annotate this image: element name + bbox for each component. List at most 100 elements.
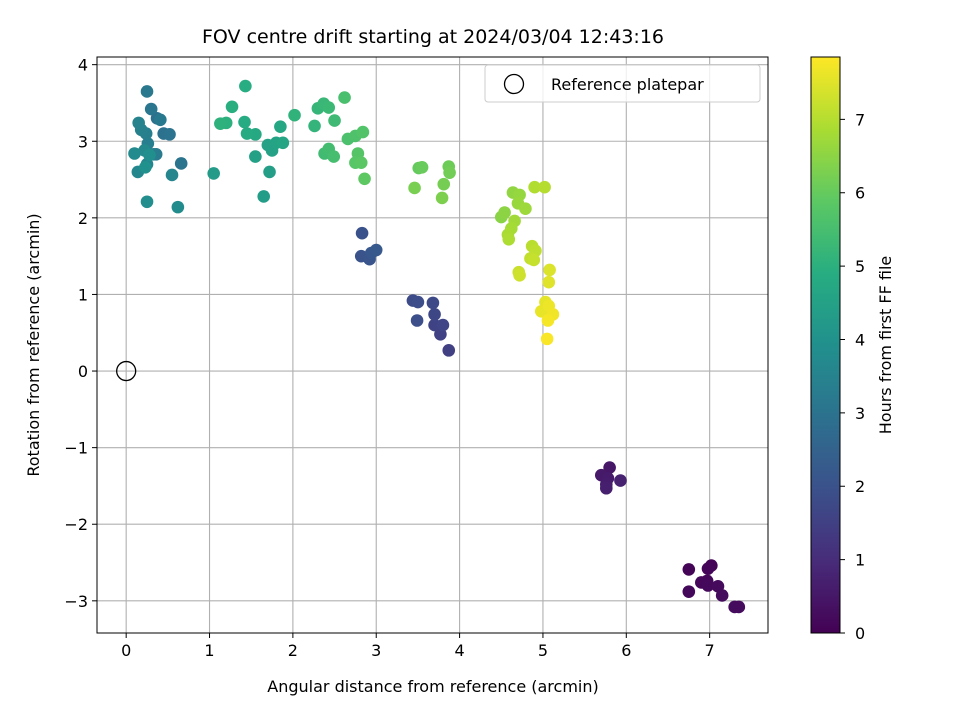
legend-marker [503,73,525,95]
data-point [238,115,251,129]
x-tick-label: 0 [121,641,131,660]
colorbar-tick-label: 7 [855,110,865,129]
data-point [715,589,729,602]
data-point [328,114,341,127]
x-axis-label: Angular distance from reference (arcmin) [267,677,598,696]
data-point [274,120,287,134]
data-point [527,253,541,267]
data-point [426,296,440,310]
data-point [140,85,154,98]
reference-marker [116,360,137,382]
data-point [542,275,556,289]
data-point [502,232,516,246]
data-point [369,243,383,257]
data-point [358,172,371,186]
x-axis-ticks: 0 1 2 3 4 5 6 7 [121,633,715,660]
data-point [410,314,424,327]
data-point [171,200,185,214]
data-point [541,314,555,327]
y-tick-label: 1 [78,285,88,304]
data-point [513,268,526,282]
x-tick-label: 6 [621,641,631,660]
data-point [682,585,696,598]
data-point [239,79,252,93]
data-point [599,481,613,495]
y-tick-label: 3 [78,132,88,151]
colorbar: 0 1 2 3 4 5 6 7 Hours from first FF file [810,56,895,643]
data-point [263,165,276,179]
data-point [732,600,746,614]
y-tick-label: −1 [64,439,88,458]
y-tick-label: 4 [78,56,88,75]
colorbar-tick-label: 4 [855,330,865,349]
data-point [356,125,370,139]
data-point [443,166,456,179]
x-tick-label: 2 [288,641,298,660]
data-point [163,128,176,141]
colorbar-gradient [811,57,840,633]
chart-title: FOV centre drift starting at 2024/03/04 … [202,26,664,48]
data-point [132,116,145,130]
data-point [701,562,715,575]
data-point [682,563,696,576]
data-point [411,295,425,309]
colorbar-tick-label: 5 [855,257,865,276]
legend-label: Reference platepar [551,75,704,94]
colorbar-tick-label: 0 [855,624,865,643]
colorbar-tick-label: 3 [855,404,865,423]
data-point [603,461,616,474]
data-point [225,100,239,114]
x-tick-label: 7 [705,641,715,660]
data-point [519,202,532,215]
data-point [442,344,456,357]
legend-box [484,64,761,103]
data-point [174,157,188,170]
data-point [436,318,450,332]
data-point [322,101,336,114]
data-point [701,579,715,592]
plot-area: 0 1 2 3 4 5 6 7 −3 −2 −1 0 1 2 3 4 [64,56,769,660]
data-point [139,160,152,174]
data-point [140,195,154,209]
y-axis-label: Rotation from reference (arcmin) [24,213,43,476]
data-points [128,79,746,614]
y-axis-ticks: −3 −2 −1 0 1 2 3 4 [64,56,97,611]
x-tick-label: 3 [371,641,381,660]
y-tick-label: 0 [78,362,88,381]
data-point [128,147,141,160]
data-point [540,332,554,346]
data-point [249,150,262,163]
colorbar-ticks: 0 1 2 3 4 5 6 7 [840,110,865,643]
data-point [144,102,158,116]
colorbar-tick-label: 6 [855,184,865,203]
data-point [543,263,556,277]
data-point [240,127,254,140]
x-tick-label: 4 [454,641,464,660]
legend: Reference platepar [484,64,761,103]
y-tick-label: −3 [64,592,88,611]
data-point [435,191,449,205]
data-point [276,136,290,150]
colorbar-tick-label: 2 [855,477,865,496]
data-point [154,113,167,127]
data-point [143,148,156,162]
colorbar-tick-label: 1 [855,551,865,570]
data-point [614,474,627,487]
data-point [538,180,551,194]
x-tick-label: 5 [538,641,548,660]
x-tick-label: 1 [204,641,214,660]
y-tick-label: −2 [64,515,88,534]
data-point [165,168,179,182]
data-point [354,156,368,170]
data-point [214,117,227,130]
colorbar-label: Hours from first FF file [876,256,895,435]
reference-marker-group [116,360,137,382]
y-tick-label: 2 [78,209,88,228]
data-point [308,119,321,133]
data-point [528,180,541,194]
data-point [327,150,341,163]
data-point [288,108,301,122]
grid [97,57,768,633]
data-point [437,177,451,191]
